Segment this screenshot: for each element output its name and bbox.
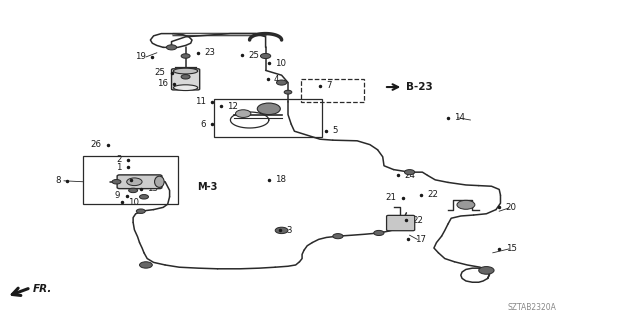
Text: 10: 10 bbox=[275, 59, 286, 68]
Text: 19: 19 bbox=[135, 52, 146, 61]
Ellipse shape bbox=[173, 68, 198, 74]
Text: 15: 15 bbox=[506, 244, 516, 253]
Circle shape bbox=[260, 53, 271, 59]
Circle shape bbox=[374, 230, 384, 236]
Text: 20: 20 bbox=[506, 203, 516, 212]
Circle shape bbox=[257, 103, 280, 115]
Text: 6: 6 bbox=[200, 120, 206, 129]
Text: 1: 1 bbox=[116, 163, 122, 172]
Text: 12: 12 bbox=[227, 102, 238, 111]
Text: 21: 21 bbox=[386, 193, 397, 202]
Text: 7: 7 bbox=[326, 81, 332, 90]
Text: 23: 23 bbox=[205, 48, 216, 57]
Circle shape bbox=[181, 54, 190, 58]
Text: FR.: FR. bbox=[33, 284, 52, 294]
Text: 3: 3 bbox=[287, 226, 292, 235]
Text: 14: 14 bbox=[454, 113, 465, 122]
Text: 26: 26 bbox=[90, 140, 101, 149]
Text: 13: 13 bbox=[147, 184, 158, 193]
Ellipse shape bbox=[173, 85, 198, 91]
Text: 22: 22 bbox=[428, 190, 438, 199]
Circle shape bbox=[404, 170, 415, 175]
Text: 25: 25 bbox=[154, 68, 165, 77]
Circle shape bbox=[457, 200, 475, 209]
Text: 10: 10 bbox=[128, 198, 139, 207]
Circle shape bbox=[140, 262, 152, 268]
Text: 2: 2 bbox=[116, 156, 122, 164]
Circle shape bbox=[129, 188, 138, 193]
FancyBboxPatch shape bbox=[117, 175, 162, 189]
Circle shape bbox=[166, 45, 177, 50]
Circle shape bbox=[112, 180, 121, 184]
Text: 11: 11 bbox=[195, 97, 206, 106]
Text: 5: 5 bbox=[333, 126, 339, 135]
Circle shape bbox=[136, 209, 145, 213]
Text: SZTAB2320A: SZTAB2320A bbox=[508, 303, 557, 312]
FancyBboxPatch shape bbox=[387, 215, 415, 231]
Circle shape bbox=[236, 110, 251, 117]
Text: 17: 17 bbox=[415, 235, 426, 244]
Text: M-3: M-3 bbox=[197, 182, 218, 192]
Text: 8: 8 bbox=[55, 176, 61, 185]
Text: 18: 18 bbox=[275, 175, 286, 184]
Circle shape bbox=[276, 80, 287, 85]
Text: 9: 9 bbox=[115, 191, 120, 200]
Text: 4: 4 bbox=[274, 75, 280, 84]
Bar bbox=[214, 99, 322, 137]
FancyBboxPatch shape bbox=[172, 69, 200, 90]
Circle shape bbox=[275, 227, 288, 234]
Text: 9: 9 bbox=[120, 175, 125, 184]
Text: 22: 22 bbox=[413, 216, 424, 225]
Circle shape bbox=[127, 178, 142, 186]
Bar bbox=[83, 156, 178, 204]
Text: 16: 16 bbox=[157, 79, 168, 88]
Circle shape bbox=[140, 195, 148, 199]
Circle shape bbox=[479, 267, 494, 274]
Circle shape bbox=[333, 234, 343, 239]
Text: B-23: B-23 bbox=[406, 82, 433, 92]
Bar bbox=[301, 79, 364, 102]
Ellipse shape bbox=[155, 176, 164, 187]
Text: 25: 25 bbox=[248, 51, 259, 60]
Circle shape bbox=[284, 90, 292, 94]
Text: 24: 24 bbox=[404, 171, 415, 180]
Circle shape bbox=[181, 75, 190, 79]
